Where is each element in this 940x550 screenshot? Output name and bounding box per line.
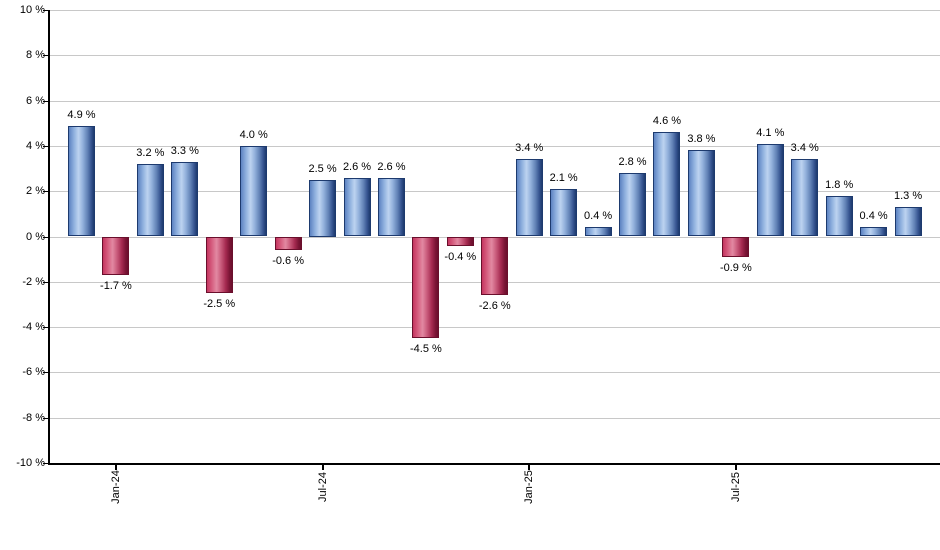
y-axis-tick	[43, 100, 48, 102]
y-axis-label: 4 %	[26, 139, 45, 152]
bar-Mar-25	[584, 227, 612, 237]
bar-Sep-25	[791, 159, 819, 237]
bar-value-label: 1.3 %	[893, 190, 923, 203]
y-axis-line	[48, 10, 50, 465]
gridline	[50, 191, 940, 193]
bar-value-label: 2.8 %	[618, 156, 647, 169]
bar-Apr-24	[205, 236, 233, 294]
bar-value-label: 3.2 %	[136, 147, 165, 160]
x-axis-label: Jan-25	[523, 470, 536, 504]
bar-value-label: 4.1 %	[756, 126, 785, 139]
gridline	[50, 145, 940, 147]
bar-Jul-25	[722, 236, 750, 257]
x-axis-tick	[321, 463, 324, 470]
x-axis-tick	[114, 463, 117, 470]
bar-Oct-25	[825, 195, 853, 237]
y-axis-tick	[43, 372, 48, 374]
bar-value-label: 3.3 %	[170, 144, 199, 157]
bar-Jan-24	[102, 236, 130, 275]
bar-value-label: 3.8 %	[687, 133, 716, 146]
y-axis-label: -8 %	[22, 411, 45, 424]
bar-value-label: 4.6 %	[652, 115, 682, 128]
gridline	[50, 417, 940, 419]
x-axis-tick	[734, 463, 737, 470]
bar-value-label: -0.9 %	[719, 261, 752, 274]
gridline	[50, 372, 940, 374]
y-axis-tick	[43, 327, 48, 329]
bar-Dec-23	[68, 125, 95, 237]
gridline	[50, 10, 940, 11]
bar-value-label: 2.6 %	[342, 160, 372, 173]
y-axis-tick	[43, 417, 48, 419]
bar-value-label: 4.0 %	[239, 128, 268, 141]
bar-value-label: 3.4 %	[790, 142, 819, 155]
gridline	[50, 55, 940, 57]
bar-Aug-25	[756, 143, 784, 237]
y-axis-label: -10 %	[16, 457, 45, 469]
bar-Sep-24	[377, 177, 405, 237]
bar-value-label: 1.8 %	[825, 178, 854, 191]
bar-May-24	[240, 145, 268, 237]
bar-Feb-24	[136, 164, 164, 237]
bar-value-label: 0.4 %	[859, 210, 888, 223]
bar-value-label: 2.6 %	[377, 160, 406, 173]
y-axis-label: -4 %	[22, 321, 45, 334]
bar-Nov-24	[446, 236, 474, 246]
bar-Aug-24	[343, 177, 371, 237]
y-axis-label: -2 %	[22, 275, 45, 288]
bar-Mar-24	[171, 161, 199, 237]
bar-value-label: 0.4 %	[584, 210, 613, 223]
bar-value-label: -0.6 %	[272, 255, 305, 268]
y-axis-tick	[43, 281, 48, 283]
bar-Jul-24	[309, 179, 337, 237]
y-axis-label: 10 %	[19, 4, 45, 16]
x-axis-tick	[528, 463, 531, 470]
bar-Dec-25	[894, 207, 922, 237]
x-axis-label: Jan-24	[109, 470, 122, 504]
bar-Oct-24	[412, 236, 440, 339]
bar-value-label: 4.9 %	[67, 108, 96, 121]
bar-Apr-25	[619, 173, 647, 237]
y-axis-tick	[43, 145, 48, 147]
bar-Feb-25	[550, 188, 578, 237]
x-axis-line	[48, 463, 940, 465]
bar-Jun-24	[274, 236, 302, 251]
bar-value-label: 2.5 %	[308, 162, 337, 175]
y-axis-label: 0 %	[26, 230, 45, 243]
bar-Dec-24	[481, 236, 509, 296]
bar-Jun-25	[687, 150, 715, 237]
bar-value-label: -4.5 %	[409, 343, 442, 356]
y-axis-tick	[43, 191, 48, 193]
bar-value-label: 2.1 %	[549, 171, 578, 184]
y-axis-tick	[43, 55, 48, 57]
y-axis-label: -6 %	[22, 366, 45, 379]
gridline	[50, 327, 940, 329]
y-axis-tick	[43, 463, 48, 464]
bar-Jan-25	[515, 159, 543, 237]
bar-May-25	[653, 132, 681, 237]
y-axis-label: 2 %	[26, 185, 45, 198]
bar-value-label: -2.6 %	[478, 300, 511, 313]
x-axis-label: Jul-24	[316, 472, 329, 502]
y-axis-label: 8 %	[26, 49, 45, 62]
y-axis-tick	[43, 10, 48, 11]
gridline	[50, 100, 940, 102]
bar-value-label: 3.4 %	[515, 142, 544, 155]
bar-Nov-25	[860, 227, 888, 237]
bar-value-label: -2.5 %	[203, 298, 236, 311]
y-axis-tick	[43, 236, 48, 238]
y-axis-label: 6 %	[26, 94, 45, 107]
bar-value-label: -1.7 %	[100, 280, 132, 292]
x-axis-label: Jul-25	[729, 472, 742, 502]
bar-value-label: -0.4 %	[444, 250, 477, 263]
